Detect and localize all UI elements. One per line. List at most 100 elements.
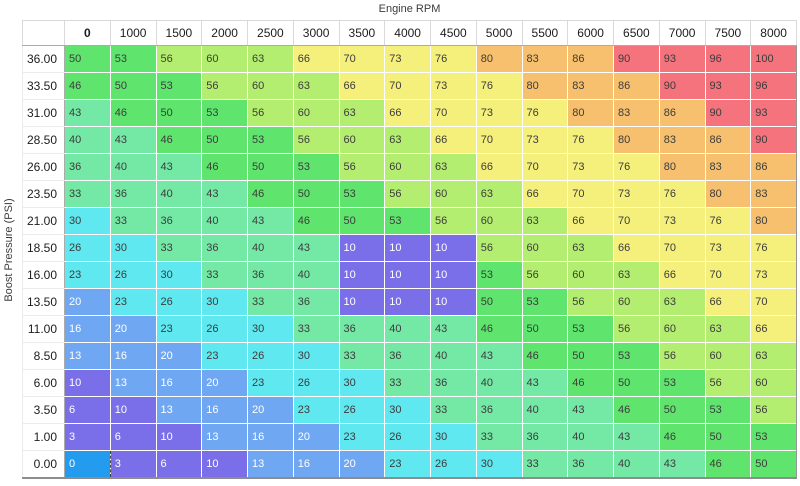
- grid-cell[interactable]: 36: [64, 153, 111, 181]
- grid-cell[interactable]: 10: [155, 423, 203, 451]
- grid-cell[interactable]: 60: [292, 99, 340, 127]
- grid-cell[interactable]: 70: [384, 72, 431, 100]
- grid-cell[interactable]: 30: [201, 288, 248, 316]
- grid-cell[interactable]: 56: [247, 99, 294, 127]
- grid-cell[interactable]: 40: [201, 207, 248, 235]
- row-header[interactable]: 6.00: [22, 369, 65, 397]
- grid-cell[interactable]: 50: [292, 180, 340, 208]
- column-header[interactable]: 6500: [613, 20, 660, 46]
- grid-cell[interactable]: 50: [613, 369, 660, 397]
- grid-cell[interactable]: 50: [201, 126, 248, 154]
- row-header[interactable]: 1.00: [22, 423, 65, 451]
- grid-cell[interactable]: 76: [704, 207, 752, 235]
- grid-cell[interactable]: 66: [521, 180, 569, 208]
- grid-cell[interactable]: 30: [430, 423, 477, 451]
- grid-cell[interactable]: 53: [475, 261, 523, 289]
- column-header[interactable]: 2500: [247, 20, 294, 46]
- grid-cell[interactable]: 33: [155, 234, 203, 262]
- grid-cell[interactable]: 53: [750, 423, 797, 451]
- grid-cell[interactable]: 26: [64, 234, 111, 262]
- grid-cell[interactable]: 86: [567, 45, 614, 73]
- grid-cell[interactable]: 66: [430, 126, 477, 154]
- grid-cell[interactable]: 56: [155, 45, 203, 73]
- grid-cell[interactable]: 80: [750, 207, 797, 235]
- grid-cell[interactable]: 43: [201, 180, 248, 208]
- grid-cell[interactable]: 90: [750, 126, 797, 154]
- grid-cell[interactable]: 46: [155, 126, 203, 154]
- grid-cell[interactable]: 60: [750, 369, 797, 397]
- grid-cell[interactable]: 46: [247, 180, 294, 208]
- grid-cell[interactable]: 63: [247, 45, 294, 73]
- grid-cell[interactable]: 20: [64, 288, 111, 316]
- grid-cell[interactable]: 60: [704, 342, 752, 370]
- grid-cell[interactable]: 63: [292, 72, 340, 100]
- grid-cell[interactable]: 33: [384, 369, 431, 397]
- grid-cell[interactable]: 36: [430, 369, 477, 397]
- grid-cell[interactable]: 43: [430, 315, 477, 343]
- grid-cell[interactable]: 53: [155, 72, 203, 100]
- grid-cell[interactable]: 33: [201, 261, 248, 289]
- grid-cell[interactable]: 30: [155, 261, 203, 289]
- grid-cell[interactable]: 63: [658, 288, 706, 316]
- column-header[interactable]: 7500: [704, 20, 752, 46]
- grid-cell[interactable]: 66: [613, 234, 660, 262]
- grid-cell[interactable]: 6: [155, 450, 203, 478]
- grid-cell[interactable]: 20: [247, 396, 294, 424]
- grid-cell[interactable]: 80: [521, 72, 569, 100]
- grid-cell[interactable]: 40: [613, 450, 660, 478]
- grid-cell[interactable]: 70: [430, 99, 477, 127]
- grid-cell[interactable]: 43: [475, 342, 523, 370]
- column-header[interactable]: 0: [64, 20, 111, 46]
- grid-cell[interactable]: 76: [750, 234, 797, 262]
- grid-cell[interactable]: 56: [338, 153, 386, 181]
- grid-cell[interactable]: 46: [704, 450, 752, 478]
- row-header[interactable]: 16.00: [22, 261, 65, 289]
- grid-cell[interactable]: 13: [247, 450, 294, 478]
- grid-cell[interactable]: 83: [750, 180, 797, 208]
- grid-cell[interactable]: 66: [750, 315, 797, 343]
- grid-cell[interactable]: 13: [64, 342, 111, 370]
- grid-cell[interactable]: 36: [247, 261, 294, 289]
- grid-cell[interactable]: 76: [658, 180, 706, 208]
- row-header[interactable]: 13.50: [22, 288, 65, 316]
- grid-cell[interactable]: 50: [475, 288, 523, 316]
- column-header[interactable]: 3500: [338, 20, 386, 46]
- grid-cell[interactable]: 56: [750, 396, 797, 424]
- row-header[interactable]: 8.50: [22, 342, 65, 370]
- grid-cell[interactable]: 60: [201, 45, 248, 73]
- grid-cell[interactable]: 20: [109, 315, 157, 343]
- grid-cell[interactable]: 26: [109, 261, 157, 289]
- grid-cell[interactable]: 20: [338, 450, 386, 478]
- grid-cell[interactable]: 63: [750, 342, 797, 370]
- grid-cell[interactable]: 36: [109, 180, 157, 208]
- grid-cell[interactable]: 76: [521, 99, 569, 127]
- grid-cell[interactable]: 30: [247, 315, 294, 343]
- grid-cell[interactable]: 26: [155, 288, 203, 316]
- grid-cell[interactable]: 33: [109, 207, 157, 235]
- row-header[interactable]: 26.00: [22, 153, 65, 181]
- grid-cell[interactable]: 23: [109, 288, 157, 316]
- grid-cell[interactable]: 73: [384, 45, 431, 73]
- grid-cell[interactable]: 43: [247, 207, 294, 235]
- grid-cell[interactable]: 46: [475, 315, 523, 343]
- grid-cell[interactable]: 100: [750, 45, 797, 73]
- grid-cell[interactable]: 53: [613, 342, 660, 370]
- grid-cell[interactable]: 3: [64, 423, 111, 451]
- grid-cell[interactable]: 40: [384, 315, 431, 343]
- grid-cell[interactable]: 63: [475, 180, 523, 208]
- grid-cell[interactable]: 53: [521, 288, 569, 316]
- grid-cell[interactable]: 20: [201, 369, 248, 397]
- grid-cell[interactable]: 76: [567, 126, 614, 154]
- grid-cell[interactable]: 30: [292, 342, 340, 370]
- row-header[interactable]: 23.50: [22, 180, 65, 208]
- grid-cell[interactable]: 6: [64, 396, 111, 424]
- grid-cell[interactable]: 40: [475, 369, 523, 397]
- grid-cell[interactable]: 40: [292, 261, 340, 289]
- grid-cell[interactable]: 16: [247, 423, 294, 451]
- grid-cell[interactable]: 70: [521, 153, 569, 181]
- grid-cell[interactable]: 23: [247, 369, 294, 397]
- grid-cell[interactable]: 33: [430, 396, 477, 424]
- grid-cell[interactable]: 23: [155, 315, 203, 343]
- grid-cell[interactable]: 26: [292, 369, 340, 397]
- row-header[interactable]: 0.00: [22, 450, 65, 478]
